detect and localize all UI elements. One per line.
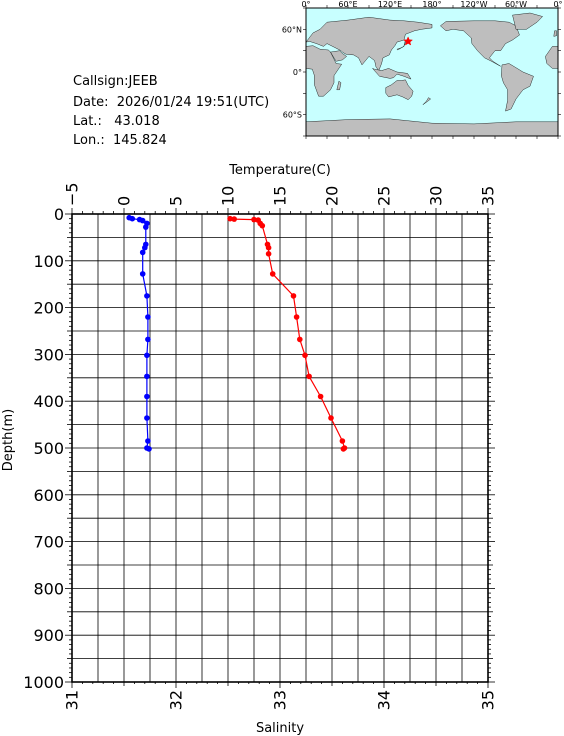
map-lat-label: 0° (293, 68, 302, 77)
salinity-profile-line (129, 217, 150, 450)
temperature-data-point (306, 373, 312, 380)
temperature-data-point (340, 446, 347, 452)
lon-line: Lon.: 145.824 (73, 133, 167, 148)
temperature-tick-label: 5 (167, 196, 186, 206)
map-landmass (330, 50, 347, 62)
temperature-data-point (328, 415, 334, 421)
salinity-data-point (144, 393, 150, 400)
temperature-tick-label: 30 (427, 186, 446, 206)
map-landmass (553, 30, 557, 37)
salinity-data-point (145, 314, 151, 320)
temperature-tick-label: 10 (219, 186, 238, 206)
salinity-data-point (144, 373, 150, 380)
temperature-profile-line (230, 218, 346, 450)
map-landmass (512, 12, 543, 30)
map-lon-label: 0° (553, 0, 562, 9)
salinity-data-point (145, 438, 151, 444)
map-lon-label: 120°E (378, 0, 402, 9)
temperature-data-point (302, 352, 308, 359)
salinity-data-point (139, 249, 146, 256)
lon-label: Lon.: (73, 133, 105, 148)
station-marker (403, 36, 414, 46)
depth-tick-label: 500 (33, 439, 64, 458)
location-map: 0° 60°E 120°E 180° 120°W 60°W 0° 60°N 0° 60°S (282, 0, 563, 139)
temperature-data-point (251, 216, 257, 223)
depth-tick-label: 900 (33, 626, 64, 645)
salinity-tick-label: 31 (63, 690, 82, 710)
plot-frame (71, 213, 489, 683)
temperature-data-point (339, 438, 346, 444)
map-lon-label: 120°W (460, 0, 487, 9)
depth-axis-title: Depth(m) (1, 409, 16, 471)
map-landmass (385, 79, 414, 100)
map-lon-label: 60°W (505, 0, 527, 9)
temperature-data-point (293, 314, 300, 320)
temperature-tick-label: 35 (479, 186, 498, 206)
temperature-tick-label: 20 (323, 186, 342, 206)
date-value: 2026/01/24 19:51(UTC) (116, 95, 270, 110)
salinity-data-point (146, 446, 152, 452)
callsign-value: JEEB (128, 74, 158, 89)
salinity-tick-label: 35 (479, 690, 498, 710)
salinity-data-point (145, 336, 151, 343)
temperature-data-point (227, 215, 233, 222)
salinity-tick-label: 32 (167, 690, 186, 710)
temperature-data-point (269, 271, 276, 277)
salinity-data-point (144, 293, 150, 299)
salinity-tick-label: 33 (271, 690, 290, 710)
map-landmass (336, 80, 342, 91)
lat-value: 43.018 (114, 114, 160, 129)
salinity-axis-title: Salinity (256, 721, 304, 736)
depth-tick-label: 1000 (23, 673, 64, 692)
lon-value: 145.824 (113, 133, 167, 148)
salinity-data-point (144, 352, 150, 359)
map-landmass (422, 97, 431, 105)
map-landmass (372, 68, 412, 80)
salinity-data-point (129, 215, 136, 222)
salinity-data-point (143, 224, 149, 230)
depth-tick-label: 200 (33, 299, 64, 318)
temperature-data-point (265, 251, 272, 257)
map-lon-label: 0° (301, 0, 310, 9)
depth-tick-label: 800 (33, 579, 64, 598)
depth-tick-label: 700 (33, 533, 64, 552)
temperature-data-point (317, 393, 324, 400)
map-landmass (305, 45, 343, 97)
salinity-data-point (142, 244, 148, 251)
depth-tick-label: 0 (54, 205, 64, 224)
salinity-data-point (144, 415, 150, 421)
callsign-line: Callsign:JEEB (73, 74, 158, 89)
map-lat-label: 60°N (282, 25, 302, 34)
lat-label: Lat.: (73, 114, 102, 129)
temperature-data-point (265, 244, 272, 251)
temperature-data-point (290, 293, 297, 299)
temperature-data-point (297, 336, 303, 343)
temperature-tick-label: −5 (63, 182, 82, 206)
lat-line: Lat.: 43.018 (73, 114, 160, 129)
temperature-tick-label: 25 (375, 186, 394, 206)
depth-tick-label: 400 (33, 392, 64, 411)
salinity-data-point (139, 271, 146, 277)
temperature-tick-label: 15 (271, 186, 290, 206)
depth-tick-label: 100 (33, 252, 64, 271)
salinity-tick-label: 34 (375, 690, 394, 710)
map-landmass (440, 20, 520, 67)
temperature-axis-title: Temperature(C) (228, 163, 331, 178)
date-line: Date: 2026/01/24 19:51(UTC) (73, 95, 269, 110)
depth-tick-label: 300 (33, 345, 64, 364)
temperature-tick-label: 0 (115, 196, 134, 206)
map-landmass (305, 16, 433, 71)
map-lon-label: 180° (422, 0, 441, 9)
salinity-data-point (139, 217, 146, 224)
callsign-label: Callsign: (73, 74, 129, 89)
temperature-data-point (231, 216, 237, 222)
map-lon-label: 60°E (338, 0, 357, 9)
map-lat-label: 60°S (283, 111, 302, 120)
date-label: Date: (73, 95, 109, 110)
depth-tick-label: 600 (33, 486, 64, 505)
temperature-data-point (259, 222, 266, 229)
map-landmass (501, 63, 534, 112)
